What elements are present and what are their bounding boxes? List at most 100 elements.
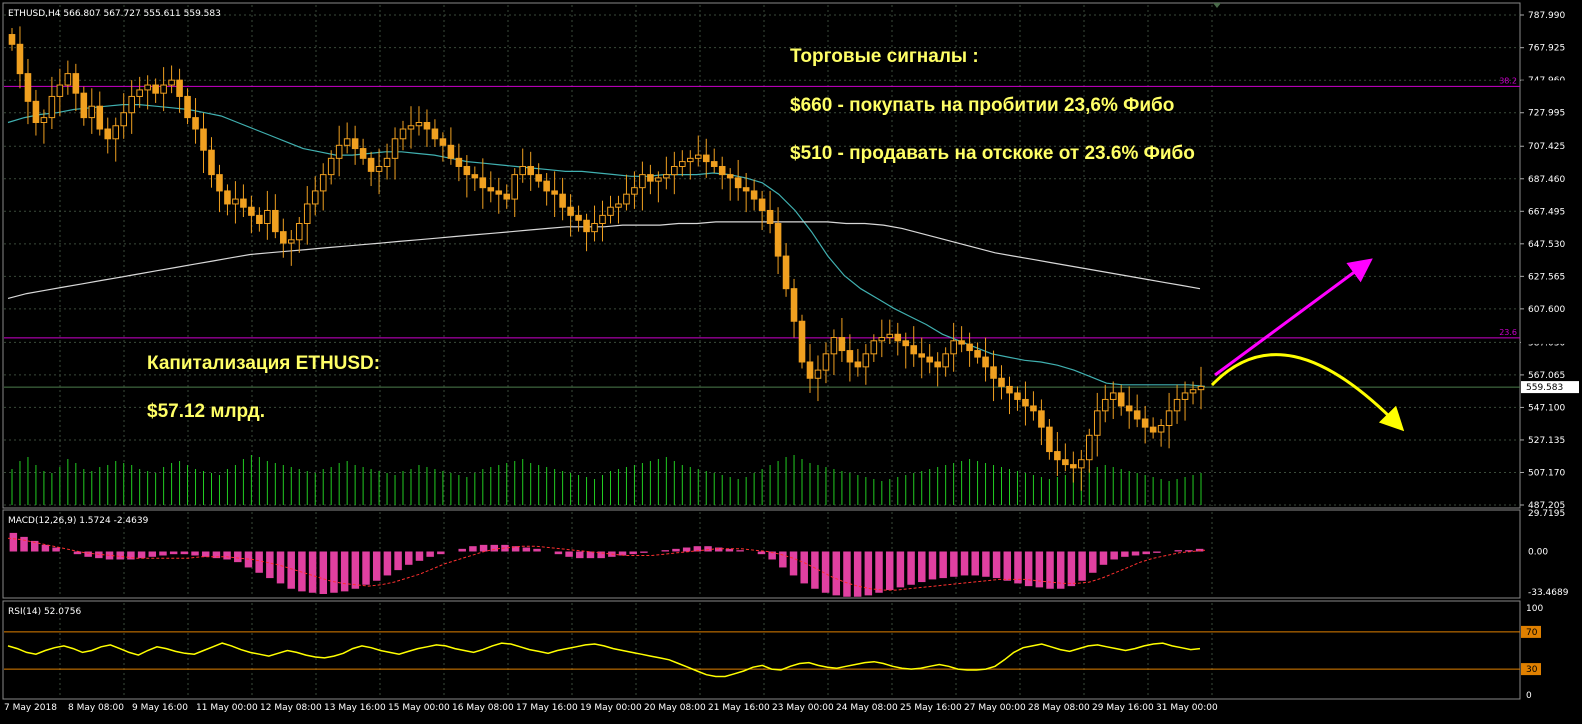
price-tick-label: 607.600 [1528,305,1565,315]
candle-body [519,165,527,176]
candle-body [830,337,838,355]
candle-body [750,190,758,200]
candle-body [240,198,247,208]
candle-body [383,157,391,167]
candle-body [128,95,135,114]
rsi-level-box [1521,625,1541,638]
candle-body [1078,459,1085,469]
candle-body [958,340,965,345]
candle-body [327,157,335,176]
time-tick-label: 12 May 08:00 [260,703,322,713]
time-tick-label: 19 May 00:00 [580,703,642,713]
candle-body [782,255,790,290]
candle-body [1165,410,1173,427]
candle-body [160,84,167,94]
fib-label: 38.2 [1499,76,1517,85]
rsi-tick-label: 30 [1526,665,1538,675]
scroll-marker-icon[interactable] [1213,3,1221,8]
candle-body [567,206,574,216]
candle-body [1070,464,1077,469]
candle-body [1101,398,1109,412]
price-tick-label: 647.530 [1528,240,1565,250]
rsi-label: RSI(14) 52.0756 [8,607,81,617]
candle-body [671,165,678,176]
candle-body [176,79,183,97]
macd-tick-label: 29.7195 [1528,509,1565,519]
time-tick-label: 9 May 16:00 [132,703,188,713]
candle-body [854,361,862,368]
candle-body [224,190,231,205]
candle-body [918,353,926,358]
candle-body [120,112,128,127]
candle-body [734,177,742,189]
candle-body [758,198,766,211]
candle-body [1038,410,1045,428]
candle-body [200,128,207,151]
candle-body [439,138,447,146]
candle-body [351,138,359,150]
time-tick-label: 15 May 00:00 [388,703,450,713]
time-tick-label: 17 May 16:00 [516,703,578,713]
candle-body [463,165,471,176]
candle-body [1022,398,1029,407]
price-tick-label: 547.100 [1528,403,1565,413]
rsi-tick-label: 0 [1526,691,1532,701]
candle-body [798,320,806,363]
price-tick-label: 527.135 [1528,436,1565,446]
fib-axis-box [1521,80,1579,93]
time-tick-label: 13 May 16:00 [324,703,386,713]
volume-bars [11,455,1202,505]
price-tick-label: 767.925 [1528,44,1565,54]
candle-body [974,350,981,358]
ma-fast-line [7,103,1206,387]
price-tick-label: 667.495 [1528,207,1565,217]
candle-body [902,340,910,347]
candle-body [152,84,159,94]
candle-body [655,177,662,182]
candle-body [431,128,439,140]
macd-indicator [7,532,1206,597]
candle-body [814,369,822,379]
price-tick-label: 727.995 [1528,109,1565,119]
candle-body [639,174,646,189]
candle-body [647,174,654,182]
candle-body [503,193,511,200]
candle-body [367,157,375,172]
fib-axis-box [1521,331,1579,344]
candle-body [136,89,143,97]
candle-body [1157,425,1165,433]
candle-body [1141,418,1149,428]
candle-body [527,165,534,176]
candle-body [766,209,774,225]
candlesticks [8,26,1205,491]
time-tick-label: 24 May 08:00 [836,703,898,713]
rsi-panel-frame [2,600,1521,700]
candle-body [1189,389,1197,394]
candle-body [702,154,710,163]
candle-body [1149,426,1157,433]
time-tick-label: 21 May 16:00 [708,703,770,713]
candle-body [926,356,933,363]
price-tick-label: 787.990 [1528,11,1565,21]
candle-body [694,154,702,159]
candle-body [543,180,550,192]
candle-body [599,214,606,225]
candle-body [1093,410,1101,436]
candle-body [631,187,638,195]
forecast-arrows [1210,258,1405,432]
candle-body [415,122,423,127]
macd-tick-label: 0.00 [1528,548,1548,558]
candle-body [96,105,104,130]
candle-body [742,187,750,192]
candle-body [16,43,24,75]
grid-lines [4,5,1520,697]
candle-body [232,198,239,205]
candle-body [1173,398,1181,412]
candle-body [24,73,32,102]
candle-body [264,209,271,225]
candle-body [511,174,519,200]
signals-title: Торговые сигналы : [790,46,979,67]
candle-body [1133,410,1141,420]
sell-arrow [1210,353,1405,432]
